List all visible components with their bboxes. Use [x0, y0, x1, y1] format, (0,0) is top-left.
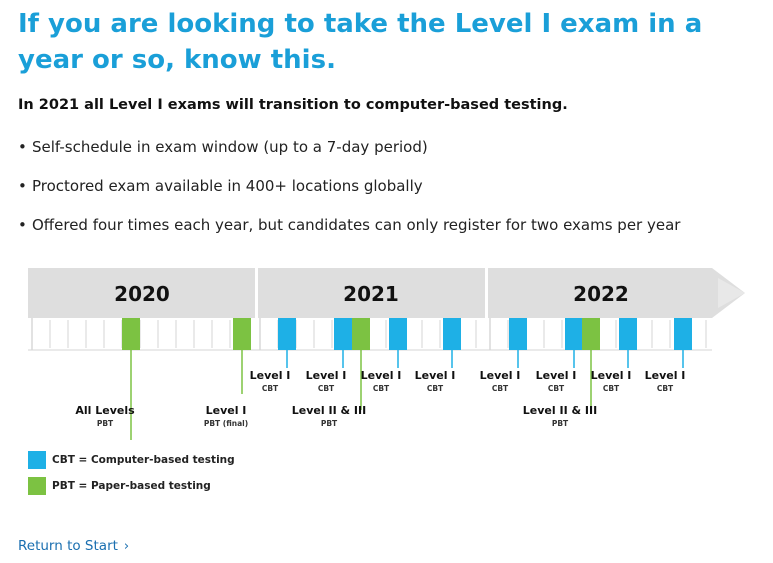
cbt-box: [565, 318, 583, 350]
marker-label: Level I: [591, 369, 632, 382]
cbt-box: [278, 318, 296, 350]
cbt-box: [509, 318, 527, 350]
year-separator: [255, 268, 258, 350]
marker-label: Level II & III: [292, 404, 366, 417]
marker-label: Level I: [206, 404, 247, 417]
marker-sublabel: CBT: [318, 384, 335, 393]
cbt-box: [334, 318, 352, 350]
page-headline: If you are looking to take the Level I e…: [18, 9, 703, 75]
marker-label: Level I: [480, 369, 521, 382]
marker-sublabel: CBT: [427, 384, 444, 393]
bullet-item: • Self-schedule in exam window (up to a 7…: [18, 138, 428, 156]
pbt-box: [352, 318, 370, 350]
subheading: In 2021 all Level I exams will transitio…: [18, 97, 568, 113]
bullet-dot: •: [18, 138, 27, 156]
arrow-head: [718, 278, 745, 308]
marker-sublabel: CBT: [262, 384, 279, 393]
return-to-start-link[interactable]: Return to Start ›: [18, 538, 129, 554]
bullet-dot: •: [18, 177, 27, 195]
pbt-box: [582, 318, 600, 350]
year-strip: [32, 318, 253, 350]
exam-marker-pbt: Level I PBT (final): [204, 318, 251, 428]
cbt-swatch: [28, 451, 46, 469]
pbt-box: [233, 318, 251, 350]
legend-item-cbt: CBT = Computer-based testing: [28, 450, 235, 470]
exam-marker-cbt: Level I CBT: [250, 318, 296, 393]
pbt-box: [122, 318, 140, 350]
year-label: 2021: [343, 282, 399, 306]
marker-sublabel: CBT: [373, 384, 390, 393]
marker-sublabel: PBT: [552, 419, 569, 428]
legend-item-pbt: PBT = Paper-based testing: [28, 476, 235, 496]
marker-sublabel: CBT: [492, 384, 509, 393]
marker-sublabel: PBT: [321, 419, 338, 428]
bullet-text: Proctored exam available in 400+ locatio…: [32, 177, 423, 195]
year-label: 2020: [114, 282, 170, 306]
exam-marker-pbt: Level II & III PBT: [523, 318, 600, 428]
timeline-arrow: [28, 268, 745, 318]
marker-label: Level I: [645, 369, 686, 382]
exam-marker-cbt: Level I CBT: [415, 318, 461, 393]
pbt-swatch: [28, 477, 46, 495]
bullet-item: • Proctored exam available in 400+ locati…: [18, 177, 423, 195]
marker-label: Level I: [536, 369, 577, 382]
exam-marker-cbt: Level I CBT: [591, 318, 637, 393]
marker-sublabel: PBT (final): [204, 419, 248, 428]
exam-marker-pbt: All Levels PBT: [75, 318, 140, 440]
return-link-label: Return to Start: [18, 538, 118, 554]
marker-label: All Levels: [75, 404, 135, 417]
marker-sublabel: CBT: [548, 384, 565, 393]
exam-marker-cbt: Level I CBT: [306, 318, 352, 393]
exam-marker-cbt: Level I CBT: [645, 318, 692, 393]
legend-pbt-label: PBT = Paper-based testing: [52, 480, 211, 492]
exam-marker-cbt: Level I CBT: [536, 318, 583, 393]
exam-timeline: 2020 2021 2022 All Levels PBT Level I PBT (fi…: [28, 268, 745, 440]
marker-label: Level I: [415, 369, 456, 382]
marker-sublabel: CBT: [657, 384, 674, 393]
exam-marker-pbt: Level II & III PBT: [292, 318, 370, 428]
year-label: 2022: [573, 282, 629, 306]
exam-marker-cbt: Level I CBT: [361, 318, 407, 393]
marker-label: Level II & III: [523, 404, 597, 417]
exam-marker-cbt: Level I CBT: [480, 318, 527, 393]
marker-sublabel: PBT: [97, 419, 114, 428]
bullet-text: Offered four times each year, but candid…: [32, 216, 681, 234]
legend: CBT = Computer-based testing PBT = Paper…: [28, 450, 235, 502]
cbt-box: [443, 318, 461, 350]
cbt-box: [619, 318, 637, 350]
cbt-box: [674, 318, 692, 350]
marker-label: Level I: [306, 369, 347, 382]
chevron-right-icon: ›: [123, 539, 130, 554]
bullet-item: • Offered four times each year, but candi…: [18, 216, 680, 234]
bullet-text: Self-schedule in exam window (up to a 7-…: [32, 138, 428, 156]
marker-label: Level I: [361, 369, 402, 382]
bullet-dot: •: [18, 216, 27, 234]
year-separator: [485, 268, 488, 350]
marker-sublabel: CBT: [603, 384, 620, 393]
cbt-box: [389, 318, 407, 350]
marker-label: Level I: [250, 369, 291, 382]
legend-cbt-label: CBT = Computer-based testing: [52, 454, 235, 466]
